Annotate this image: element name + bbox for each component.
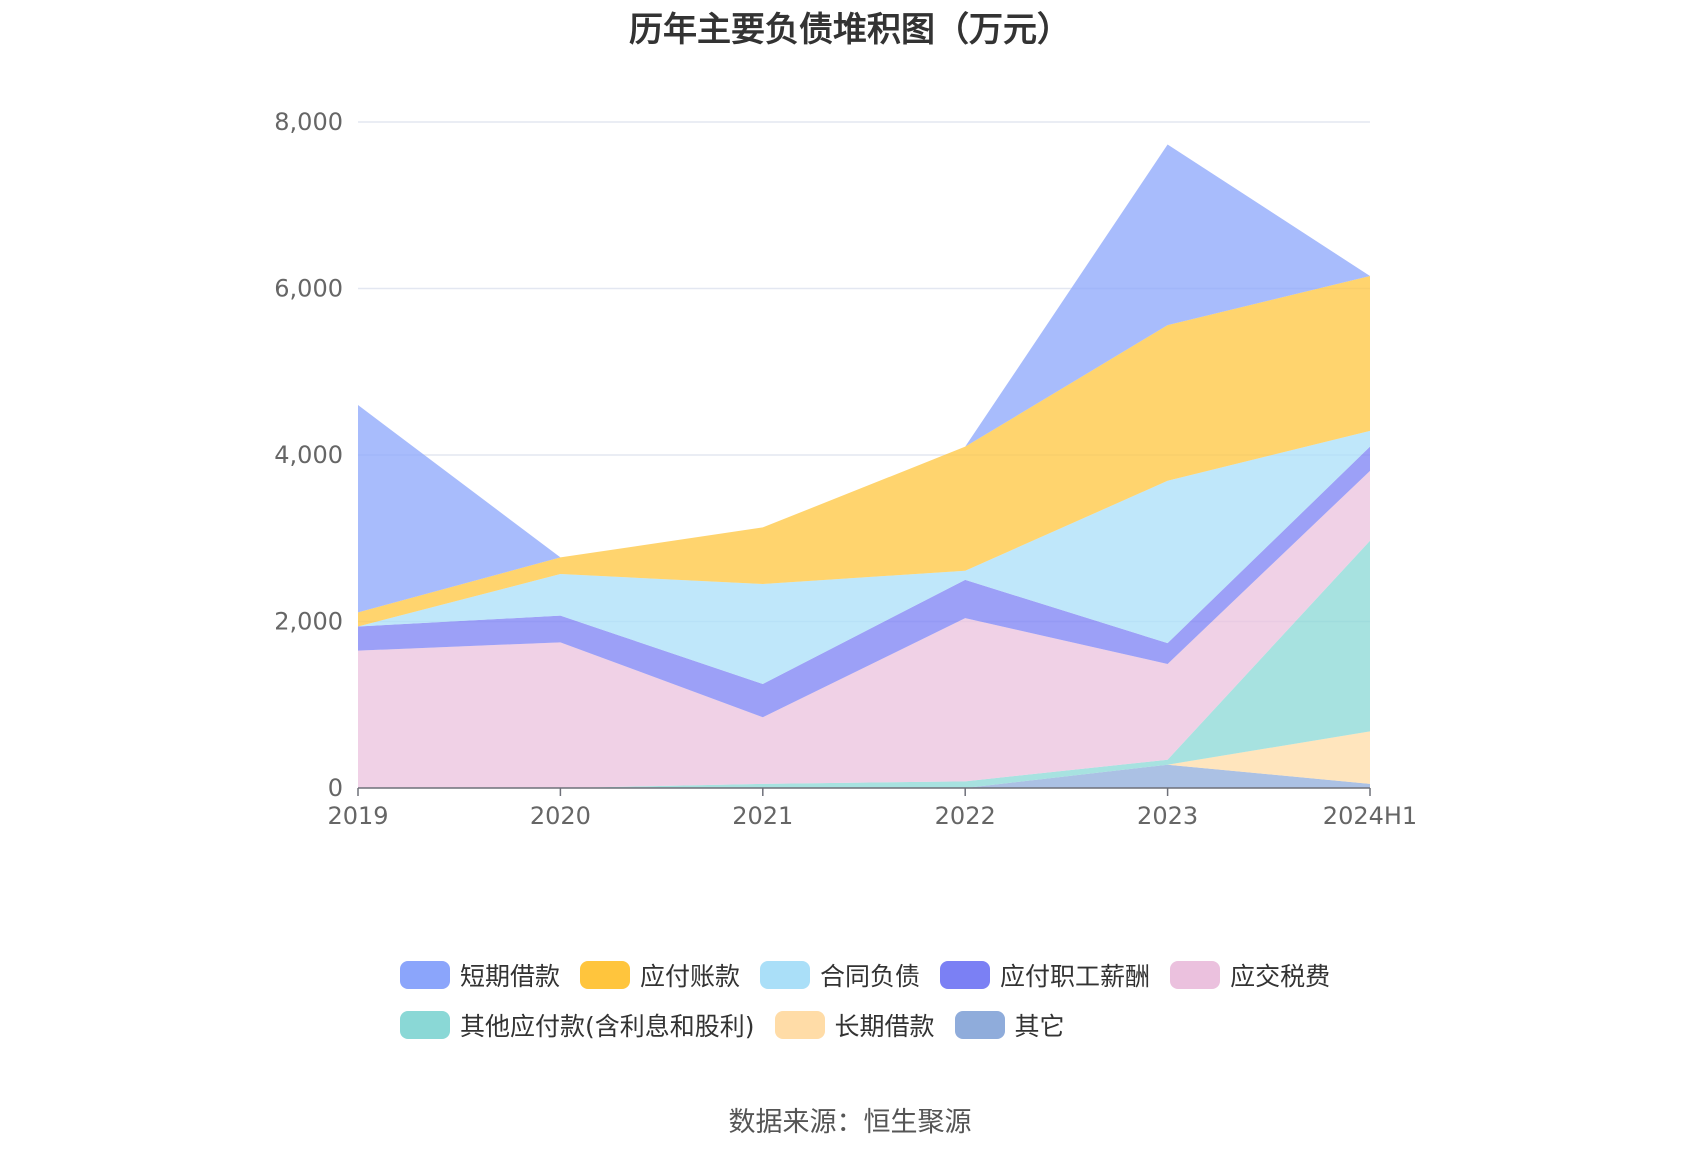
legend-swatch [400,961,450,989]
legend-label: 短期借款 [460,962,561,991]
legend-swatch [580,961,631,989]
area-series [358,430,1370,684]
chart-title: 历年主要负债堆积图（万元） [629,10,1071,50]
legend-item[interactable]: 短期借款 [400,950,560,1000]
area-series [358,764,1370,788]
chart-legend: 短期借款 应付账款 合同负债 应付职工薪酬 应交税费其他应付款(含利息和股利) 长期借款 其… [400,950,1380,1050]
y-tick-label: 8,000 [274,108,343,136]
x-tick-label: 2024H1 [1323,802,1417,830]
area-series [358,446,1370,718]
data-source: 数据来源：恒生聚源 [728,1107,972,1138]
area-series [358,470,1370,788]
y-tick-label: 6,000 [274,275,343,303]
x-tick-label: 2021 [732,802,793,830]
area-series [358,144,1370,613]
area-series [358,276,1370,627]
legend-swatch [400,1011,450,1039]
legend-swatch [760,961,811,989]
x-tick-label: 2019 [327,802,388,830]
legend-swatch [940,961,991,989]
legend-item[interactable]: 应付账款 [580,950,740,1000]
x-tick-label: 2022 [935,802,996,830]
legend-item[interactable]: 长期借款 [774,1000,935,1050]
x-tick-label: 2023 [1137,802,1198,830]
legend-item[interactable]: 其它 [954,1000,1065,1050]
legend-swatch [954,1011,1005,1039]
legend-item[interactable]: 其他应付款(含利息和股利) [400,1000,755,1050]
legend-swatch [1170,961,1221,989]
y-tick-label: 4,000 [274,441,343,469]
x-tick-label: 2020 [530,802,591,830]
legend-item[interactable]: 合同负债 [760,950,920,1000]
y-tick-label: 2,000 [274,608,343,636]
legend-label: 应交税费 [1230,962,1331,991]
legend-label: 长期借款 [834,1012,935,1041]
legend-label: 应付职工薪酬 [1000,962,1151,991]
legend-item[interactable]: 应交税费 [1170,950,1330,1000]
legend-label: 其他应付款(含利息和股利) [460,1012,755,1041]
y-tick-label: 0 [328,774,343,802]
legend-item[interactable]: 应付职工薪酬 [940,950,1150,1000]
legend-swatch [774,1011,825,1039]
legend-label: 应付账款 [640,962,741,991]
stacked-area-chart: 0 2,000 4,000 6,000 8,000 2019 2020 2021 2022 202… [274,108,1417,830]
legend-label: 合同负债 [820,962,921,991]
legend-label: 其它 [1014,1012,1065,1041]
